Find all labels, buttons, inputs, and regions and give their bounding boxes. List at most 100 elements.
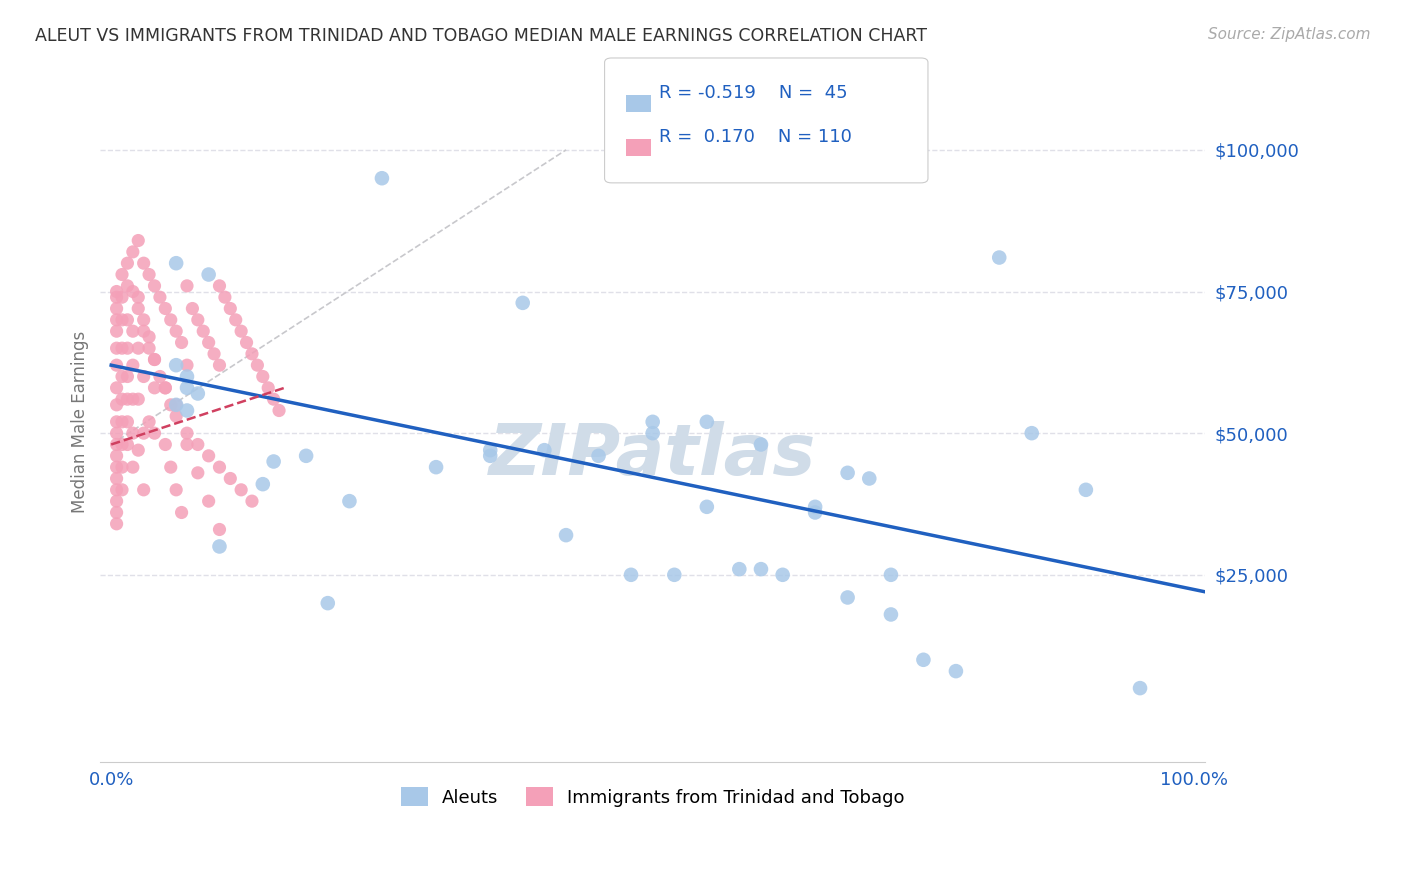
Point xyxy=(235,335,257,350)
Point xyxy=(804,500,827,514)
Point xyxy=(159,398,181,412)
Point xyxy=(117,392,139,407)
Point xyxy=(111,437,134,451)
Point xyxy=(804,506,827,520)
Point xyxy=(1129,681,1152,695)
Point xyxy=(945,664,967,678)
Point xyxy=(208,358,231,372)
Point xyxy=(165,324,187,338)
Point xyxy=(111,268,134,282)
Point xyxy=(208,523,231,537)
Point xyxy=(105,285,128,299)
Point xyxy=(749,562,772,576)
Point xyxy=(111,290,134,304)
Point xyxy=(696,415,718,429)
Text: R = -0.519    N =  45: R = -0.519 N = 45 xyxy=(659,84,848,102)
Point xyxy=(170,335,193,350)
Point xyxy=(105,301,128,316)
Point xyxy=(187,466,209,480)
Point xyxy=(588,449,610,463)
Point xyxy=(176,369,198,384)
Point xyxy=(1021,426,1043,441)
Point xyxy=(105,341,128,355)
Point xyxy=(263,392,285,407)
Point xyxy=(246,358,269,372)
Point xyxy=(479,443,502,458)
Point xyxy=(555,528,578,542)
Point xyxy=(837,591,859,605)
Point xyxy=(132,313,155,327)
Point xyxy=(252,477,274,491)
Point xyxy=(176,426,198,441)
Point xyxy=(170,506,193,520)
Point xyxy=(267,403,290,417)
Point xyxy=(132,256,155,270)
Point xyxy=(105,324,128,338)
Point xyxy=(117,341,139,355)
Point xyxy=(263,454,285,468)
Point xyxy=(143,426,166,441)
Point xyxy=(165,398,187,412)
Point xyxy=(149,290,172,304)
Point xyxy=(105,506,128,520)
Point xyxy=(121,285,143,299)
Point xyxy=(749,437,772,451)
Point xyxy=(111,313,134,327)
Point xyxy=(197,494,219,508)
Point xyxy=(219,301,242,316)
Point xyxy=(111,341,134,355)
Point xyxy=(155,381,177,395)
Point xyxy=(208,460,231,475)
Point xyxy=(105,449,128,463)
Point xyxy=(127,234,149,248)
Point xyxy=(149,369,172,384)
Point xyxy=(111,415,134,429)
Point xyxy=(127,443,149,458)
Point xyxy=(121,358,143,372)
Point xyxy=(208,278,231,293)
Point xyxy=(479,449,502,463)
Point xyxy=(912,653,935,667)
Point xyxy=(165,256,187,270)
Point xyxy=(225,313,247,327)
Point xyxy=(641,426,664,441)
Point xyxy=(176,437,198,451)
Point xyxy=(117,415,139,429)
Point xyxy=(105,516,128,531)
Point xyxy=(425,460,447,475)
Point xyxy=(105,437,128,451)
Point xyxy=(117,437,139,451)
Point xyxy=(111,460,134,475)
Point xyxy=(143,352,166,367)
Text: R =  0.170    N = 110: R = 0.170 N = 110 xyxy=(659,128,852,146)
Point xyxy=(231,324,253,338)
Point xyxy=(159,460,181,475)
Point xyxy=(696,500,718,514)
Point xyxy=(105,483,128,497)
Point xyxy=(143,381,166,395)
Point xyxy=(132,426,155,441)
Point xyxy=(105,381,128,395)
Point xyxy=(664,567,686,582)
Point xyxy=(181,301,204,316)
Point xyxy=(176,358,198,372)
Point xyxy=(231,483,253,497)
Point xyxy=(176,381,198,395)
Point xyxy=(138,330,160,344)
Point xyxy=(728,562,751,576)
Point xyxy=(143,352,166,367)
Point xyxy=(880,607,903,622)
Point xyxy=(252,369,274,384)
Point xyxy=(105,358,128,372)
Point xyxy=(197,335,219,350)
Point xyxy=(772,567,794,582)
Point xyxy=(111,369,134,384)
Point xyxy=(121,244,143,259)
Point xyxy=(837,466,859,480)
Point xyxy=(127,301,149,316)
Point xyxy=(165,398,187,412)
Y-axis label: Median Male Earnings: Median Male Earnings xyxy=(72,331,89,513)
Point xyxy=(117,256,139,270)
Point xyxy=(193,324,215,338)
Point xyxy=(127,290,149,304)
